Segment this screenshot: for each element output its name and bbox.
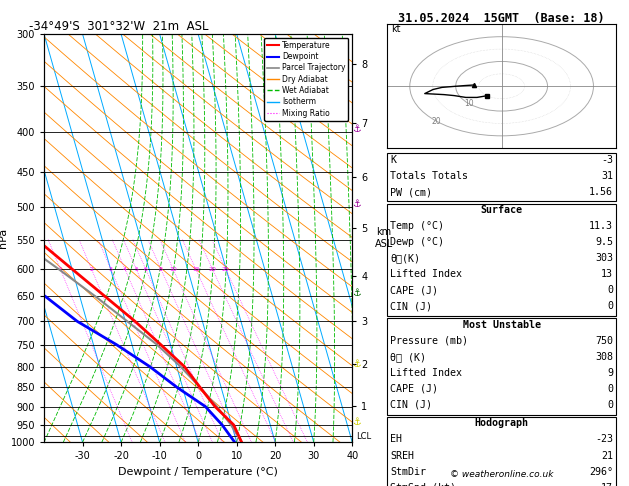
Text: PW (cm): PW (cm) [390, 187, 432, 197]
Text: 0: 0 [607, 384, 613, 394]
Y-axis label: hPa: hPa [0, 228, 8, 248]
Text: 15: 15 [192, 266, 199, 272]
Text: 0: 0 [607, 301, 613, 312]
Text: 303: 303 [595, 253, 613, 263]
Text: kt: kt [391, 24, 401, 34]
Text: 2: 2 [89, 266, 94, 272]
Text: K: K [390, 155, 396, 165]
Text: θᴇ(K): θᴇ(K) [390, 253, 420, 263]
Text: θᴇ (K): θᴇ (K) [390, 352, 426, 362]
Text: LCL: LCL [357, 432, 372, 441]
Text: Hodograph: Hodograph [475, 418, 528, 429]
Text: 20: 20 [432, 117, 442, 126]
Text: 25: 25 [221, 266, 230, 272]
Text: 31.05.2024  15GMT  (Base: 18): 31.05.2024 15GMT (Base: 18) [398, 12, 605, 25]
Text: Surface: Surface [481, 205, 523, 215]
Text: ⚓: ⚓ [352, 359, 361, 368]
Text: 4: 4 [123, 266, 127, 272]
Text: Lifted Index: Lifted Index [390, 269, 462, 279]
Y-axis label: km
ASL: km ASL [375, 227, 393, 249]
Text: -23: -23 [595, 434, 613, 445]
Text: Temp (°C): Temp (°C) [390, 221, 444, 231]
Text: © weatheronline.co.uk: © weatheronline.co.uk [450, 469, 554, 479]
Text: 20: 20 [208, 266, 216, 272]
Text: ⚓: ⚓ [352, 417, 361, 427]
Text: CAPE (J): CAPE (J) [390, 285, 438, 295]
Text: 31: 31 [601, 171, 613, 181]
Text: CIN (J): CIN (J) [390, 301, 432, 312]
Text: 10: 10 [169, 266, 177, 272]
Text: -3: -3 [601, 155, 613, 165]
Text: CAPE (J): CAPE (J) [390, 384, 438, 394]
Text: ⚓: ⚓ [352, 123, 361, 134]
Text: 8: 8 [159, 266, 163, 272]
Text: Most Unstable: Most Unstable [462, 320, 541, 330]
Text: 3: 3 [109, 266, 113, 272]
Text: -34°49'S  301°32'W  21m  ASL: -34°49'S 301°32'W 21m ASL [29, 20, 208, 33]
Text: 17: 17 [601, 483, 613, 486]
Text: 5: 5 [135, 266, 138, 272]
Text: StmSpd (kt): StmSpd (kt) [390, 483, 456, 486]
Text: 6: 6 [144, 266, 148, 272]
Text: 308: 308 [595, 352, 613, 362]
Text: ⚓: ⚓ [352, 288, 361, 298]
Text: Pressure (mb): Pressure (mb) [390, 336, 468, 346]
Text: 9.5: 9.5 [595, 237, 613, 247]
Text: 13: 13 [601, 269, 613, 279]
Text: 0: 0 [607, 285, 613, 295]
Text: Totals Totals: Totals Totals [390, 171, 468, 181]
Text: EH: EH [390, 434, 402, 445]
Text: ⚓: ⚓ [352, 199, 361, 209]
Text: 10: 10 [464, 99, 474, 108]
Text: 750: 750 [595, 336, 613, 346]
Text: Dewp (°C): Dewp (°C) [390, 237, 444, 247]
Text: StmDir: StmDir [390, 467, 426, 477]
Text: Lifted Index: Lifted Index [390, 368, 462, 378]
Text: 296°: 296° [589, 467, 613, 477]
Text: SREH: SREH [390, 451, 414, 461]
Text: 1.56: 1.56 [589, 187, 613, 197]
Text: CIN (J): CIN (J) [390, 400, 432, 410]
Text: 9: 9 [607, 368, 613, 378]
Text: 21: 21 [601, 451, 613, 461]
X-axis label: Dewpoint / Temperature (°C): Dewpoint / Temperature (°C) [118, 467, 278, 477]
Text: 1: 1 [58, 266, 62, 272]
Text: 0: 0 [607, 400, 613, 410]
Text: 11.3: 11.3 [589, 221, 613, 231]
Legend: Temperature, Dewpoint, Parcel Trajectory, Dry Adiabat, Wet Adiabat, Isotherm, Mi: Temperature, Dewpoint, Parcel Trajectory… [264, 38, 348, 121]
